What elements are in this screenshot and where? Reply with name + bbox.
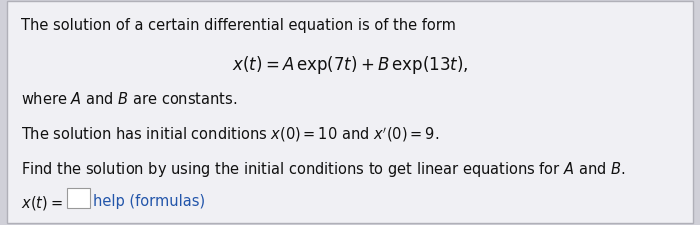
Text: $x(t) =$: $x(t) =$ bbox=[21, 194, 62, 212]
Text: The solution of a certain differential equation is of the form: The solution of a certain differential e… bbox=[21, 18, 456, 33]
Text: The solution has initial conditions $x(0) = 10$ and $x'(0) = 9.$: The solution has initial conditions $x(0… bbox=[21, 125, 439, 144]
Text: where $A$ and $B$ are constants.: where $A$ and $B$ are constants. bbox=[21, 91, 237, 107]
FancyBboxPatch shape bbox=[66, 189, 90, 208]
Text: $x(t) = A\,\mathrm{exp}(7t) + B\,\mathrm{exp}(13t),$: $x(t) = A\,\mathrm{exp}(7t) + B\,\mathrm… bbox=[232, 54, 468, 76]
Text: help (formulas): help (formulas) bbox=[93, 194, 205, 208]
Text: Find the solution by using the initial conditions to get linear equations for $A: Find the solution by using the initial c… bbox=[21, 159, 625, 178]
FancyBboxPatch shape bbox=[7, 2, 693, 223]
